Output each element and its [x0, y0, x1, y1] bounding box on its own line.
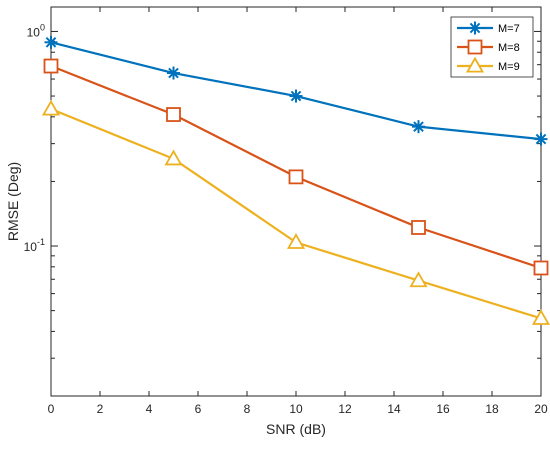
x-tick-label: 16: [436, 402, 450, 416]
y-tick-exponent: -1: [37, 237, 45, 247]
series-layer: [41, 35, 550, 325]
x-axis-label: SNR (dB): [266, 421, 326, 437]
data-point: [43, 58, 59, 74]
legend-marker: [467, 39, 483, 55]
y-tick-base: 10: [27, 25, 41, 39]
data-point: [167, 66, 180, 80]
legend-marker: [465, 56, 485, 73]
series-line: [50, 107, 542, 320]
series-m-8: [43, 58, 549, 276]
data-point: [411, 220, 426, 235]
x-tick-label: 18: [485, 402, 499, 416]
legend-label: M=7: [498, 23, 520, 35]
x-tick-label: 2: [97, 402, 104, 416]
marker-stroke: [535, 133, 547, 145]
legend-entry: M=8: [457, 39, 520, 55]
y-axis-label: RMSE (Deg): [5, 162, 21, 241]
legend: M=7 M=8 M=9: [450, 16, 534, 78]
data-point: [289, 89, 303, 103]
x-tick-label: 8: [244, 402, 251, 416]
series-m-9: [41, 99, 550, 325]
series-m-7: [44, 35, 548, 146]
data-point: [164, 149, 183, 166]
x-tick-label: 14: [387, 402, 401, 416]
legend-entry: M=9: [457, 56, 520, 73]
x-tick-label: 4: [146, 402, 153, 416]
x-axis-ticks: 0 2 4 6 8 10 12 14 16 18 20: [48, 7, 548, 416]
marker-stroke: [469, 22, 481, 34]
data-point: [412, 120, 425, 134]
data-point: [166, 107, 181, 122]
data-point: [41, 99, 61, 116]
x-tick-label: 20: [534, 402, 548, 416]
x-tick-label: 12: [338, 402, 352, 416]
y-tick-exponent: 0: [40, 22, 45, 32]
x-tick-label: 0: [48, 402, 55, 416]
y-tick-base: 10: [24, 240, 38, 254]
x-tick-label: 6: [195, 402, 202, 416]
x-tick-label: 10: [289, 402, 303, 416]
legend-label: M=8: [498, 42, 520, 54]
marker-stroke: [168, 67, 179, 79]
marker-stroke: [45, 37, 57, 48]
data-point: [286, 233, 306, 249]
data-point: [288, 169, 304, 185]
y-tick-label: 10-1: [24, 237, 45, 254]
y-tick-label: 100: [27, 22, 45, 39]
data-point: [533, 260, 549, 276]
legend-entry: M=7: [457, 21, 520, 35]
legend-label: M=9: [498, 61, 520, 73]
marker-stroke: [290, 90, 302, 102]
data-point: [534, 132, 548, 146]
data-point: [44, 35, 58, 49]
legend-marker: [468, 21, 482, 35]
data-point: [531, 309, 550, 325]
marker-stroke: [413, 121, 424, 132]
data-point: [409, 271, 428, 288]
